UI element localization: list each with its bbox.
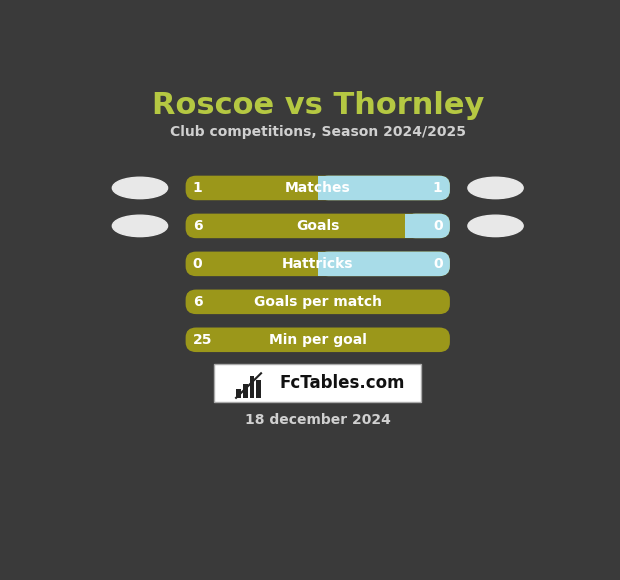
FancyBboxPatch shape xyxy=(405,213,450,238)
Bar xyxy=(256,380,261,398)
Ellipse shape xyxy=(468,177,523,199)
FancyBboxPatch shape xyxy=(317,252,335,276)
Text: 1: 1 xyxy=(193,181,203,195)
Ellipse shape xyxy=(468,215,523,237)
FancyBboxPatch shape xyxy=(215,364,421,403)
Text: Matches: Matches xyxy=(285,181,351,195)
FancyBboxPatch shape xyxy=(185,252,450,276)
FancyBboxPatch shape xyxy=(185,289,450,314)
FancyBboxPatch shape xyxy=(317,176,450,200)
FancyBboxPatch shape xyxy=(185,176,450,200)
Text: 1: 1 xyxy=(433,181,443,195)
Text: Min per goal: Min per goal xyxy=(269,333,366,347)
Text: 0: 0 xyxy=(193,257,203,271)
Bar xyxy=(249,375,254,398)
Text: 0: 0 xyxy=(433,257,443,271)
Bar xyxy=(236,389,241,398)
Bar xyxy=(243,383,247,398)
FancyBboxPatch shape xyxy=(405,213,422,238)
Text: 25: 25 xyxy=(193,333,212,347)
Text: Roscoe vs Thornley: Roscoe vs Thornley xyxy=(151,91,484,120)
FancyBboxPatch shape xyxy=(185,213,450,238)
FancyBboxPatch shape xyxy=(317,252,450,276)
Text: 6: 6 xyxy=(193,219,203,233)
Text: Club competitions, Season 2024/2025: Club competitions, Season 2024/2025 xyxy=(170,125,466,139)
Text: Hattricks: Hattricks xyxy=(282,257,353,271)
Text: 0: 0 xyxy=(433,219,443,233)
Ellipse shape xyxy=(112,215,167,237)
Text: 18 december 2024: 18 december 2024 xyxy=(245,413,391,427)
Text: Goals: Goals xyxy=(296,219,339,233)
Ellipse shape xyxy=(112,177,167,199)
Text: FcTables.com: FcTables.com xyxy=(280,374,405,392)
Text: 6: 6 xyxy=(193,295,203,309)
FancyBboxPatch shape xyxy=(185,328,450,352)
FancyBboxPatch shape xyxy=(317,176,335,200)
Text: Goals per match: Goals per match xyxy=(254,295,382,309)
